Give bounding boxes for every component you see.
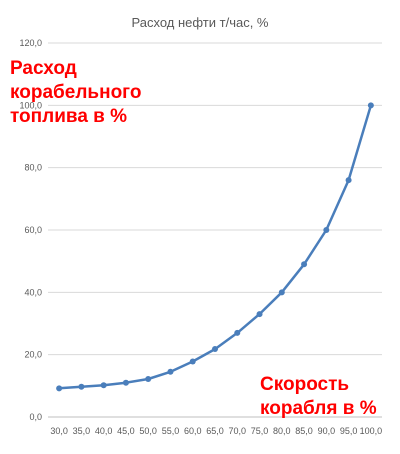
y-tick-label: 20,0 (24, 350, 42, 360)
y-tick-label: 60,0 (24, 225, 42, 235)
x-tick-label: 90,0 (318, 426, 336, 436)
x-tick-label: 40,0 (95, 426, 113, 436)
data-point (234, 329, 241, 336)
data-point (78, 383, 85, 390)
data-point (345, 177, 352, 184)
x-tick-labels: 30,0 35,0 40,0 45,0 50,0 55,0 60,0 65,0 70,0 75,0… (50, 426, 382, 436)
y-tick-label: 40,0 (24, 287, 42, 297)
data-point (367, 102, 374, 109)
grid-layer (48, 42, 382, 418)
x-tick-label: 80,0 (273, 426, 291, 436)
data-point (301, 261, 308, 268)
x-tick-label: 75,0 (251, 426, 269, 436)
x-tick-label: 85,0 (295, 426, 313, 436)
x-tick-label: 60,0 (184, 426, 202, 436)
data-point (167, 368, 174, 375)
data-point (122, 379, 129, 386)
data-point (100, 382, 107, 389)
data-point (189, 358, 196, 365)
x-axis-label: Скорость корабля в % (260, 374, 377, 419)
chart-title: Расход нефти т/час, % (132, 15, 269, 30)
data-point (212, 346, 218, 353)
x-tick-label: 65,0 (206, 426, 224, 436)
y-axis-label-line-2: корабельного (10, 82, 141, 103)
y-tick-label: 80,0 (24, 163, 42, 173)
data-point (56, 385, 63, 392)
y-tick-labels: 0,0 20,0 40,0 60,0 80,0 100,0 120,0 (19, 38, 42, 422)
x-axis-label-line-1: Скорость (260, 374, 349, 395)
x-tick-label: 95,0 (340, 426, 358, 436)
x-tick-label: 30,0 (50, 426, 68, 436)
x-tick-label: 45,0 (117, 426, 135, 436)
x-tick-label: 100,0 (360, 426, 383, 436)
data-point (323, 227, 330, 233)
y-axis-label-line-1: Расход (10, 58, 77, 79)
x-tick-label: 55,0 (162, 426, 180, 436)
series-layer (56, 102, 374, 392)
series-line (57, 104, 373, 390)
x-tick-label: 70,0 (229, 426, 247, 436)
y-tick-label: 0,0 (29, 412, 42, 422)
data-point (278, 289, 285, 296)
data-point (145, 375, 152, 382)
x-axis-label-line-2: корабля в % (260, 398, 377, 419)
y-axis-label: Расход корабельного топлива в % (10, 58, 141, 127)
y-axis-label-line-3: топлива в % (10, 106, 127, 127)
x-tick-label: 50,0 (139, 426, 157, 436)
data-point (256, 311, 263, 318)
y-tick-label: 100,0 (19, 100, 42, 110)
x-tick-label: 35,0 (73, 426, 91, 436)
y-tick-label: 120,0 (19, 38, 42, 48)
